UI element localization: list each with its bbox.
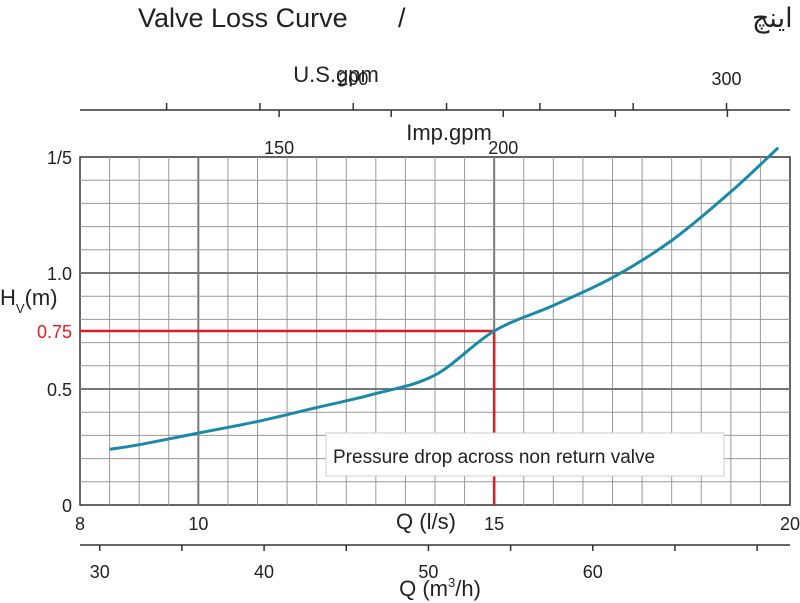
valve-loss-curve [109, 146, 780, 451]
highlight-guides: 0.75 [37, 322, 496, 505]
y-tick-label: 0 [62, 496, 72, 516]
x-tick-label-m3h: 40 [254, 562, 274, 582]
x-tick-label-impgpm: 150 [264, 138, 294, 158]
x-tick-label-m3h: 50 [418, 562, 438, 582]
y-tick-label: 1.0 [47, 264, 72, 284]
x-tick-label-ls: 10 [188, 514, 208, 534]
x-axis-ls-ticks: 8 10 15 20 [75, 514, 800, 534]
chart-title-persian: منحنی افت سوپاپ ۴ اینچ [752, 3, 800, 34]
x-tick-label-impgpm: 200 [488, 138, 518, 158]
chart-title: Valve Loss Curve [138, 3, 348, 33]
annotation-box [325, 432, 725, 477]
x-tick-label-m3h: 60 [583, 562, 603, 582]
usgpm-ticks: 200300400 [165, 69, 742, 110]
x-tick-label-ls: 20 [780, 514, 800, 534]
y-axis-ticks: 0 0.5 1.0 1/5 [47, 148, 72, 516]
x-tick-label-ls: 15 [484, 514, 504, 534]
highlight-y-label: 0.75 [37, 322, 72, 342]
y-tick-label: 0.5 [47, 380, 72, 400]
impgpm-axis-label: Imp.gpm [406, 120, 492, 145]
annotation-text: Pressure drop across non return valve [333, 447, 655, 468]
x-tick-label-m3h: 30 [90, 562, 110, 582]
title-separator: / [398, 3, 406, 33]
usgpm-axis-label: U.S.gpm [293, 62, 379, 87]
x-tick-label-usgpm: 300 [711, 69, 741, 89]
x-tick-label-ls: 8 [75, 514, 85, 534]
x-axis-ls-label: Q (l/s) [396, 509, 456, 534]
y-axis-label: HV(m) [0, 285, 58, 316]
y-tick-label: 1/5 [47, 148, 72, 168]
x-axis-m3h-ticks: 30 40 50 60 [90, 545, 758, 582]
x-axis-m3h-label: Q (m3/h) [399, 575, 481, 601]
impgpm-ticks: 150200300 [264, 110, 729, 158]
x-tick-label-usgpm: 200 [338, 69, 368, 89]
